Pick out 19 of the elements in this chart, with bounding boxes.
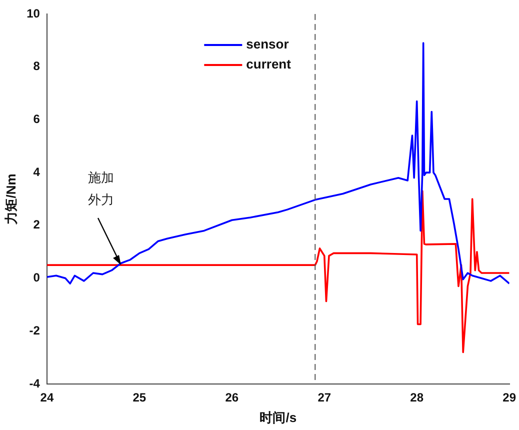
legend-label: current <box>246 56 292 72</box>
x-tick-label: 26 <box>225 390 239 405</box>
y-tick-label: -4 <box>29 376 40 390</box>
x-tick-label: 29 <box>502 390 516 405</box>
y-tick-label: 2 <box>33 218 40 232</box>
x-tick-label: 25 <box>132 390 146 405</box>
x-tick-label: 24 <box>40 390 54 405</box>
y-tick-label: 0 <box>33 270 40 285</box>
y-tick-label: -2 <box>29 323 40 338</box>
legend-label: sensor <box>246 36 289 52</box>
x-tick-label: 28 <box>410 390 424 405</box>
y-tick-label: 4 <box>33 164 40 179</box>
y-tick-label: 8 <box>33 59 40 74</box>
y-tick-label: 6 <box>33 112 40 126</box>
y-tick-label: 10 <box>26 6 40 20</box>
x-axis-title: 时间/s <box>260 410 297 425</box>
x-tick-label: 27 <box>318 390 332 405</box>
annotation: 施加外力 <box>88 171 114 208</box>
y-axis-title: 力矩/Nm <box>3 174 18 226</box>
